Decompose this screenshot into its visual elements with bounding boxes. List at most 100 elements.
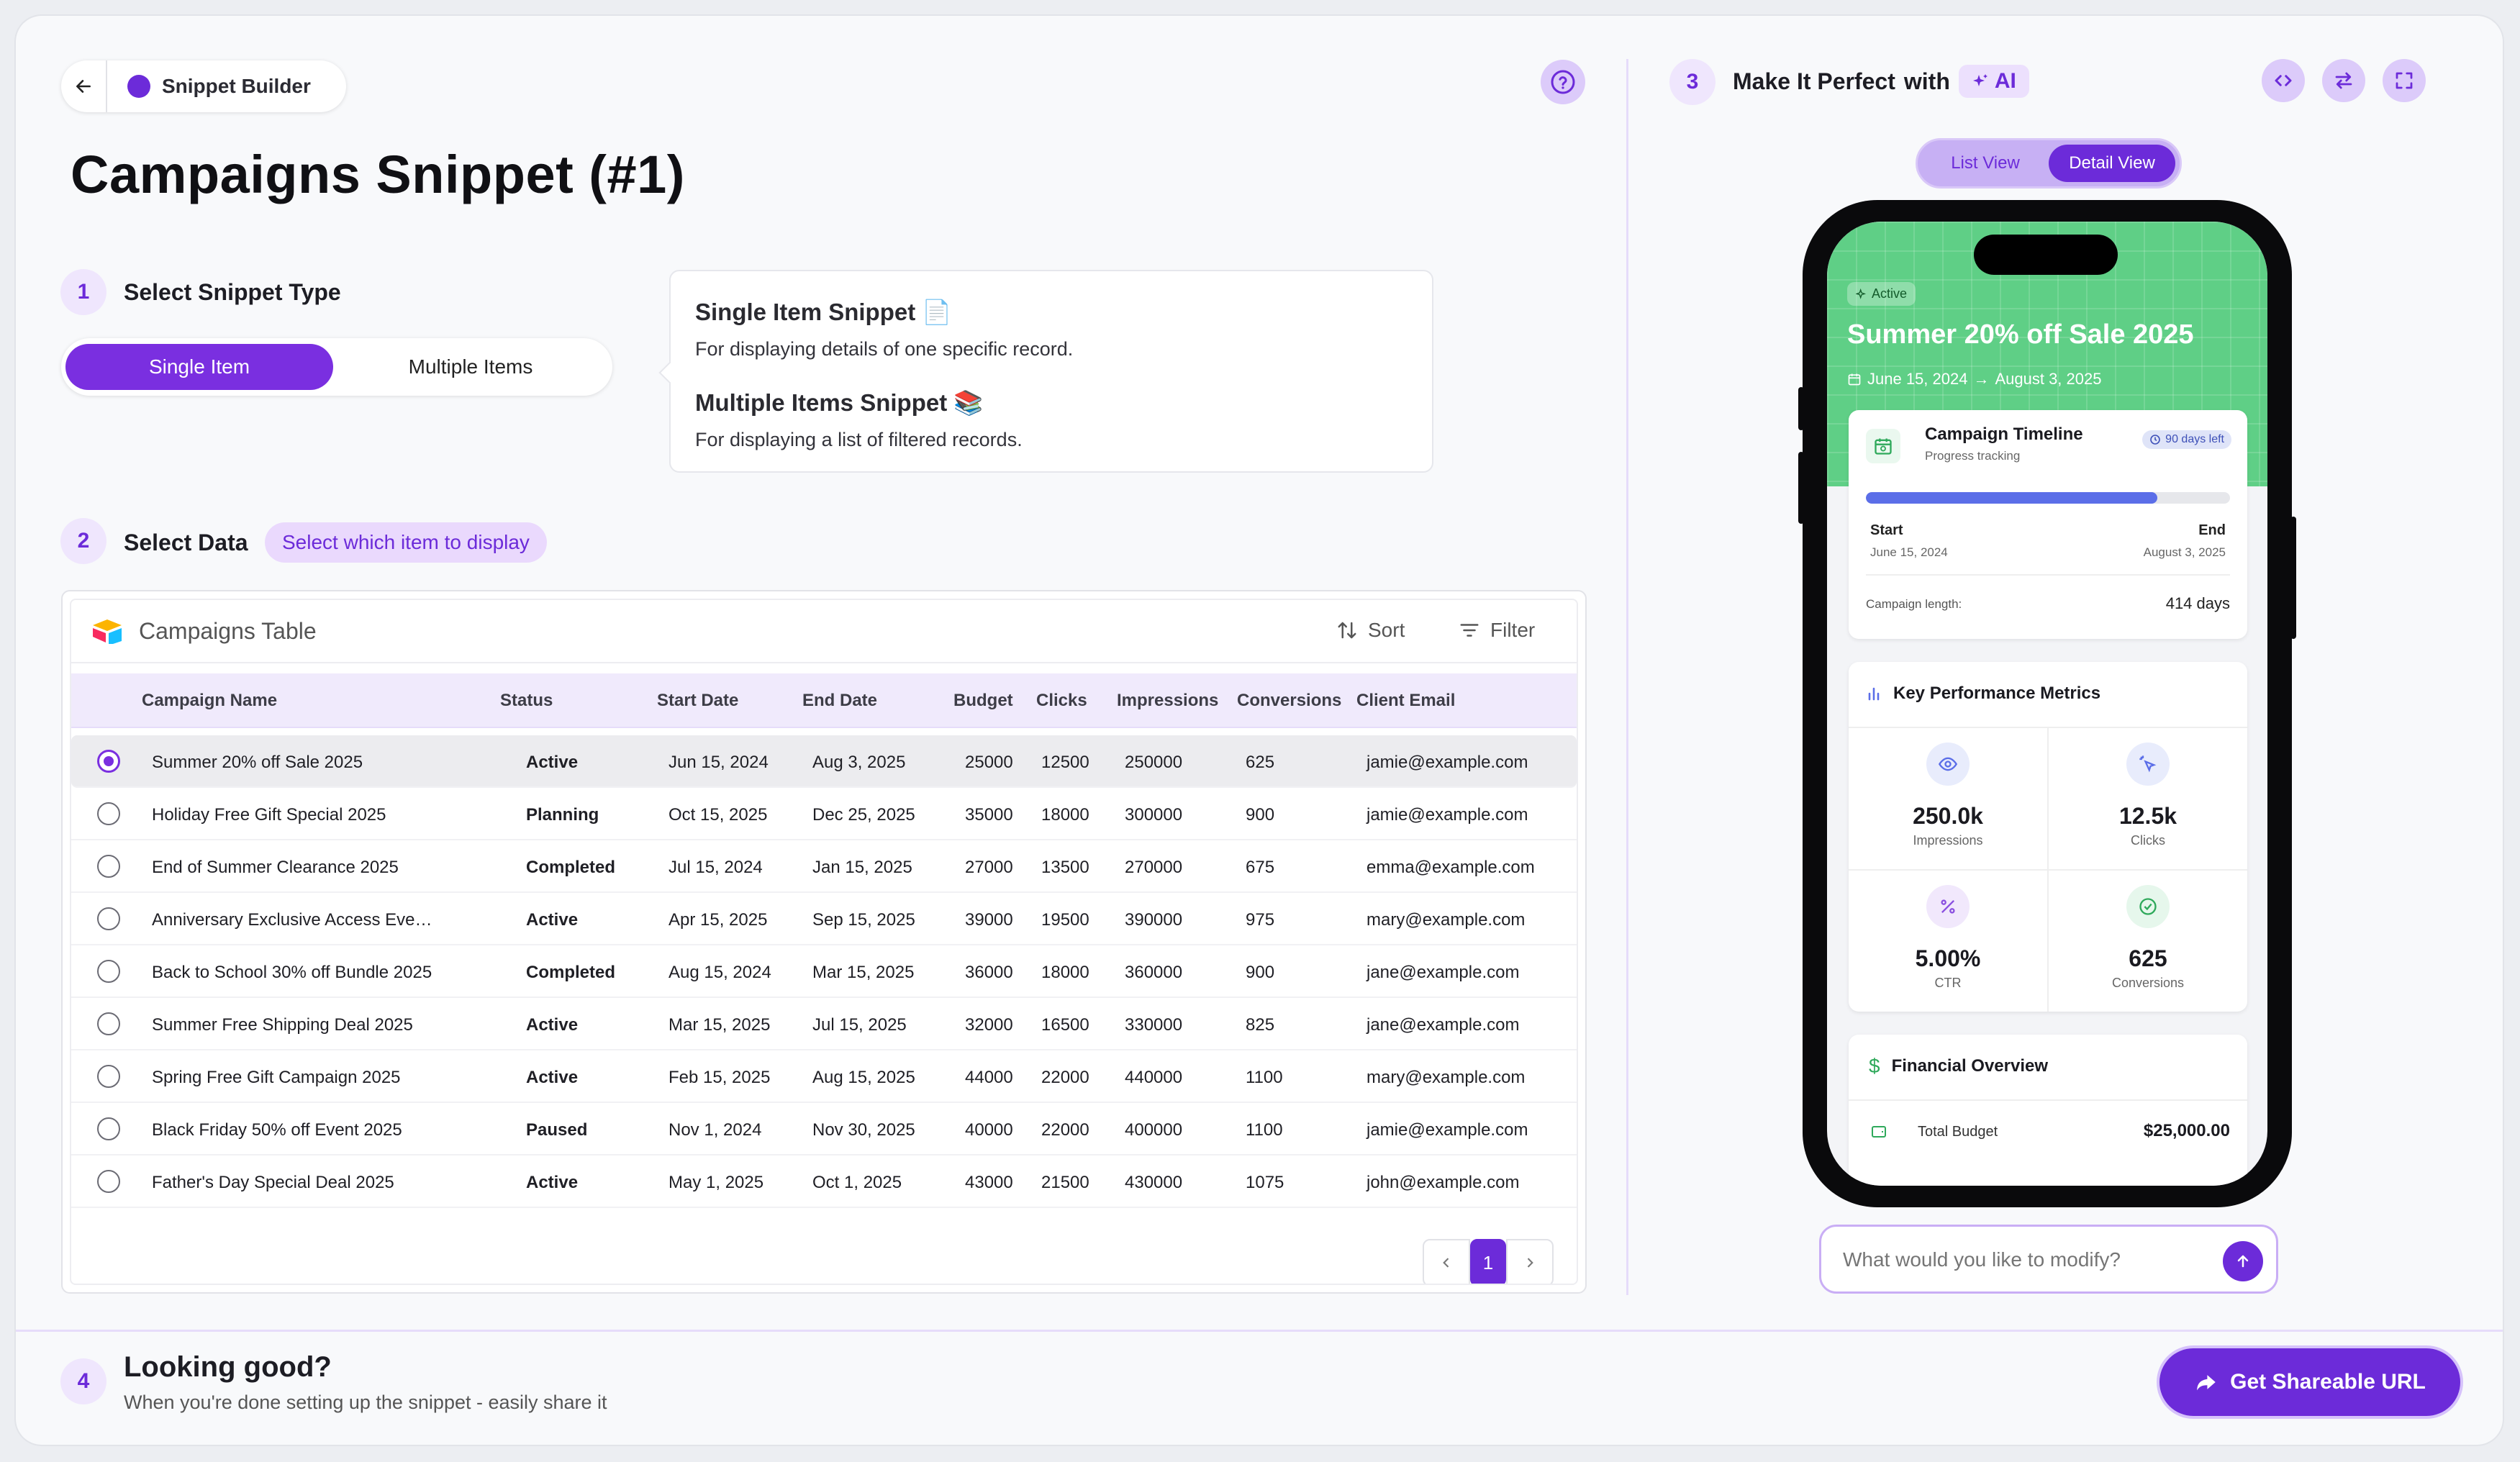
- eye-icon: [1926, 743, 1970, 786]
- single-item-info-title: Single Item Snippet 📄: [695, 299, 952, 325]
- select-data-hint: Select which item to display: [265, 522, 547, 563]
- timeline-title: Campaign Timeline: [1925, 424, 2083, 444]
- table-row[interactable]: Anniversary Exclusive Access Eve… Active A…: [71, 893, 1577, 945]
- cell-budget: 32000: [965, 1015, 1013, 1035]
- row-radio[interactable]: [97, 1117, 120, 1140]
- cell-conversions: 900: [1246, 963, 1275, 982]
- start-label: Start: [1870, 522, 1903, 538]
- row-radio[interactable]: [97, 960, 120, 983]
- filter-icon: [1460, 624, 1479, 637]
- cell-end-date: Dec 25, 2025: [812, 805, 915, 825]
- timeline-progress-track: [1866, 492, 2230, 504]
- row-radio[interactable]: [97, 1012, 120, 1035]
- question-circle-icon: [1551, 70, 1575, 94]
- snippet-type-toggle: Single Item Multiple Items: [61, 338, 612, 396]
- cell-budget: 39000: [965, 910, 1013, 930]
- single-item-option[interactable]: Single Item: [65, 344, 333, 390]
- bar-chart-icon: [1868, 687, 1880, 701]
- back-button[interactable]: [61, 60, 107, 112]
- ai-label: AI: [1994, 69, 2016, 93]
- send-button[interactable]: [2223, 1241, 2263, 1281]
- cell-clicks: 13500: [1041, 858, 1089, 877]
- end-date: August 3, 2025: [2143, 545, 2226, 559]
- cell-campaign-name: Father's Day Special Deal 2025: [152, 1173, 394, 1192]
- cell-start-date: Jun 15, 2024: [668, 753, 769, 772]
- share-arrow-icon: [2197, 1375, 2216, 1391]
- row-radio[interactable]: [97, 750, 120, 773]
- cell-impressions: 440000: [1125, 1068, 1183, 1087]
- row-radio[interactable]: [97, 1170, 120, 1193]
- table-row[interactable]: Black Friday 50% off Event 2025 Paused Nov…: [71, 1103, 1577, 1155]
- cell-end-date: Mar 15, 2025: [812, 963, 915, 982]
- cell-clicks: 18000: [1041, 963, 1089, 982]
- kpi-label: Impressions: [1913, 833, 1983, 848]
- table-row[interactable]: Holiday Free Gift Special 2025 Planning Oc…: [71, 788, 1577, 840]
- sort-button[interactable]: Sort: [1336, 619, 1405, 642]
- multiple-items-option[interactable]: Multiple Items: [408, 355, 533, 378]
- table-row[interactable]: Father's Day Special Deal 2025 Active May …: [71, 1155, 1577, 1208]
- get-shareable-url-button[interactable]: Get Shareable URL: [2159, 1348, 2460, 1416]
- dollar-icon: $: [1869, 1055, 1880, 1077]
- table-row[interactable]: Summer 20% off Sale 2025 Active Jun 15, 20…: [71, 735, 1577, 788]
- detail-view-tab[interactable]: Detail View: [2049, 145, 2175, 182]
- row-radio[interactable]: [97, 907, 120, 930]
- cell-budget: 25000: [965, 753, 1013, 772]
- chevron-left-icon: [1443, 1258, 1449, 1268]
- cell-end-date: Aug 15, 2025: [812, 1068, 915, 1087]
- code-button[interactable]: [2262, 59, 2305, 102]
- cell-client-email: emma@example.com: [1366, 858, 1535, 877]
- step-1-number: 1: [60, 269, 106, 315]
- cell-end-date: Sep 15, 2025: [812, 910, 915, 930]
- date-range-end: August 3, 2025: [1995, 370, 2102, 388]
- cell-client-email: mary@example.com: [1366, 910, 1526, 930]
- kpi-item: 12.5k Clicks: [2049, 728, 2247, 869]
- filter-label: Filter: [1490, 619, 1536, 641]
- days-left-badge: 90 days left: [2142, 430, 2231, 449]
- table-row[interactable]: Summer Free Shipping Deal 2025 Active Mar …: [71, 998, 1577, 1050]
- row-radio[interactable]: [97, 855, 120, 878]
- fullscreen-button[interactable]: [2383, 59, 2426, 102]
- arrow-up-icon: [2237, 1255, 2249, 1268]
- status-badge: Active: [1847, 282, 1916, 306]
- table-row[interactable]: End of Summer Clearance 2025 Completed Jul…: [71, 840, 1577, 893]
- phone-preview: Active Summer 20% off Sale 2025 June 15,…: [1798, 200, 2296, 1207]
- wallet-icon: [1870, 1122, 1887, 1140]
- financial-title: Financial Overview: [1891, 1056, 2049, 1076]
- panel-divider: [1626, 59, 1628, 1295]
- cell-end-date: Aug 3, 2025: [812, 753, 906, 772]
- single-item-info-desc: For displaying details of one specific r…: [695, 338, 1074, 360]
- kpi-value: 250.0k: [1913, 803, 1983, 829]
- kpi-value: 625: [2129, 945, 2167, 971]
- list-view-tab[interactable]: List View: [1951, 153, 2020, 173]
- table-row[interactable]: Back to School 30% off Bundle 2025 Comple…: [71, 945, 1577, 998]
- cell-conversions: 675: [1246, 858, 1275, 877]
- filter-button[interactable]: Filter: [1459, 619, 1535, 642]
- cell-campaign-name: Holiday Free Gift Special 2025: [152, 805, 386, 825]
- cell-campaign-name: Summer 20% off Sale 2025: [152, 753, 363, 772]
- prev-page-button[interactable]: [1423, 1239, 1470, 1284]
- step-1-label: Select Snippet Type: [124, 279, 341, 305]
- cell-start-date: May 1, 2025: [668, 1173, 764, 1192]
- col-clicks: Clicks: [1036, 691, 1087, 710]
- next-page-button[interactable]: [1506, 1239, 1554, 1284]
- table-row[interactable]: Spring Free Gift Campaign 2025 Active Feb …: [71, 1050, 1577, 1103]
- help-button[interactable]: [1541, 60, 1585, 104]
- cell-campaign-name: Back to School 30% off Bundle 2025: [152, 963, 432, 982]
- row-radio[interactable]: [97, 802, 120, 825]
- cell-budget: 35000: [965, 805, 1013, 825]
- modify-input[interactable]: [1843, 1241, 2217, 1279]
- cell-end-date: Oct 1, 2025: [812, 1173, 902, 1192]
- col-client-email: Client Email: [1356, 691, 1456, 710]
- cell-status: Completed: [526, 858, 616, 877]
- campaign-date-range: June 15, 2024 → August 3, 2025: [1847, 370, 2101, 389]
- financial-header: $ Financial Overview: [1869, 1055, 2048, 1078]
- sparkle-icon: [1972, 74, 1988, 86]
- timeline-icon: [1866, 429, 1900, 463]
- cell-conversions: 975: [1246, 910, 1275, 930]
- col-end-date: End Date: [802, 691, 878, 710]
- kpi-item: 250.0k Impressions: [1849, 728, 2047, 869]
- cell-clicks: 18000: [1041, 805, 1089, 825]
- page-1-button[interactable]: 1: [1470, 1239, 1506, 1284]
- swap-button[interactable]: [2322, 59, 2365, 102]
- row-radio[interactable]: [97, 1065, 120, 1088]
